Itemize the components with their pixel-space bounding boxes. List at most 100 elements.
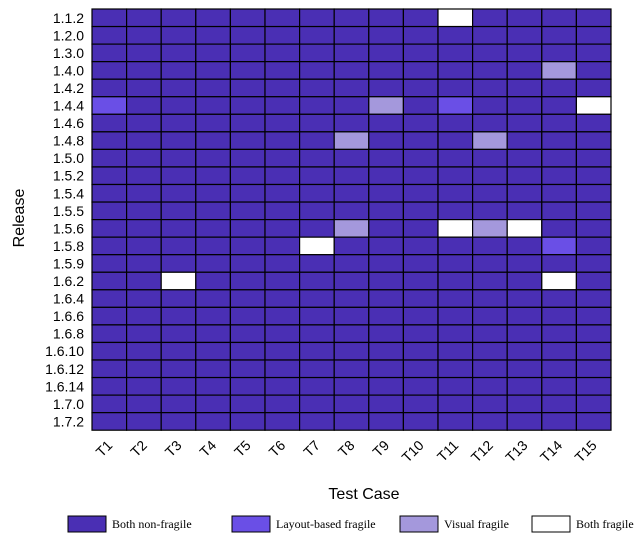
heatmap-cell-1.5.8-T10: [402, 236, 439, 256]
heatmap-cell-1.6.12-T10: [402, 359, 439, 379]
heatmap-cell-1.7.2-T8: [333, 412, 370, 431]
heatmap-cell-1.6.4-T4: [195, 289, 232, 308]
y-tick-label: 1.4.4: [53, 98, 84, 114]
heatmap-cell-1.5.2-T13: [506, 166, 543, 186]
heatmap-cell-1.6.8-T15: [575, 324, 612, 344]
heatmap-cell-1.1.2-T13: [506, 8, 543, 28]
x-tick-labels: T1 T2 T3 T4 T5 T6 T7 T8 T9 T10 T11 T12 T13 T14 T15: [93, 437, 600, 466]
y-tick-label: 1.3.0: [53, 45, 84, 61]
heatmap-cell-1.5.6-T1: [91, 219, 128, 238]
heatmap-cell-1.4.8-T5: [229, 131, 266, 151]
heatmap-cell-1.7.0-T9: [368, 394, 404, 414]
heatmap-cell-1.1.2-T14: [541, 8, 577, 28]
heatmap-cell-1.4.2-T2: [125, 78, 162, 98]
heatmap-cell-1.3.0-T12: [472, 43, 508, 63]
heatmap-cell-1.7.2-T7: [299, 412, 335, 431]
heatmap-cell-1.4.0-T5: [229, 61, 266, 80]
heatmap-cell-1.4.6-T1: [91, 113, 128, 133]
y-tick-label: 1.1.2: [53, 10, 84, 26]
heatmap-cell-1.1.2-T2: [125, 8, 162, 28]
heatmap-cell-1.1.2-T5: [229, 8, 266, 28]
x-tick-label: T12: [468, 437, 497, 466]
heatmap-cell-1.4.4-T10: [402, 96, 439, 115]
heatmap-cell-1.6.8-T11: [437, 324, 474, 344]
heatmap-cell-1.7.0-T11: [437, 394, 474, 414]
heatmap-cells: [91, 8, 612, 431]
x-tick-label: T2: [127, 437, 150, 460]
x-tick-label: T8: [335, 437, 358, 460]
heatmap-cell-1.5.2-T8: [333, 166, 370, 186]
heatmap-cell-1.5.0-T13: [506, 148, 543, 168]
heatmap-cell-1.5.9-T14: [541, 254, 577, 273]
heatmap-cell-1.4.0-T14: [541, 61, 577, 80]
y-tick-label: 1.6.8: [53, 326, 84, 342]
heatmap-cell-1.5.9-T2: [125, 254, 162, 273]
heatmap-cell-1.4.6-T14: [541, 113, 577, 133]
heatmap-cell-1.4.4-T7: [299, 96, 335, 115]
heatmap-cell-1.5.8-T7: [299, 236, 335, 256]
heatmap-cell-1.6.10-T3: [160, 341, 197, 361]
heatmap-cell-1.5.5-T11: [437, 201, 474, 221]
heatmap-cell-1.4.0-T1: [91, 61, 128, 80]
heatmap-cell-1.4.0-T6: [264, 61, 301, 80]
heatmap-cell-1.6.10-T7: [299, 341, 335, 361]
heatmap-cell-1.6.12-T4: [195, 359, 232, 379]
heatmap-cell-1.4.2-T12: [472, 78, 508, 98]
heatmap-cell-1.6.6-T9: [368, 306, 404, 326]
heatmap-cell-1.7.2-T11: [437, 412, 474, 431]
heatmap-cell-1.7.2-T14: [541, 412, 577, 431]
heatmap-cell-1.6.10-T5: [229, 341, 266, 361]
heatmap-cell-1.4.6-T4: [195, 113, 232, 133]
heatmap-cell-1.5.4-T9: [368, 183, 404, 203]
heatmap-cell-1.5.6-T8: [333, 219, 370, 238]
heatmap-cell-1.6.14-T11: [437, 376, 474, 396]
y-tick-label: 1.6.10: [45, 343, 84, 359]
heatmap-cell-1.5.2-T12: [472, 166, 508, 186]
x-tick-label: T5: [231, 437, 254, 460]
heatmap-cell-1.5.6-T13: [506, 219, 543, 238]
heatmap-cell-1.4.2-T6: [264, 78, 301, 98]
heatmap-cell-1.5.0-T2: [125, 148, 162, 168]
y-tick-label: 1.6.2: [53, 273, 84, 289]
heatmap-cell-1.6.2-T3: [160, 271, 197, 291]
heatmap-cell-1.5.8-T5: [229, 236, 266, 256]
heatmap-cell-1.6.14-T5: [229, 376, 266, 396]
heatmap-cell-1.5.5-T9: [368, 201, 404, 221]
legend-label: Visual fragile: [444, 517, 509, 531]
heatmap-cell-1.3.0-T5: [229, 43, 266, 63]
y-tick-label: 1.5.5: [53, 203, 84, 219]
heatmap-cell-1.6.2-T11: [437, 271, 474, 291]
heatmap-cell-1.6.4-T1: [91, 289, 128, 308]
y-tick-label: 1.5.2: [53, 168, 84, 184]
heatmap-cell-1.5.2-T11: [437, 166, 474, 186]
heatmap-cell-1.4.6-T3: [160, 113, 197, 133]
heatmap-cell-1.3.0-T6: [264, 43, 301, 63]
heatmap-cell-1.4.6-T6: [264, 113, 301, 133]
heatmap-cell-1.6.8-T5: [229, 324, 266, 344]
heatmap-cell-1.2.0-T14: [541, 25, 577, 45]
heatmap-cell-1.5.2-T7: [299, 166, 335, 186]
heatmap-cell-1.4.8-T3: [160, 131, 197, 151]
heatmap-cell-1.4.8-T10: [402, 131, 439, 151]
heatmap-cell-1.4.0-T9: [368, 61, 404, 80]
heatmap-cell-1.5.4-T4: [195, 183, 232, 203]
y-tick-label: 1.4.0: [53, 62, 84, 78]
heatmap-cell-1.6.10-T12: [472, 341, 508, 361]
heatmap-cell-1.7.0-T15: [575, 394, 612, 414]
heatmap-cell-1.4.0-T15: [575, 61, 612, 80]
heatmap-cell-1.3.0-T2: [125, 43, 162, 63]
heatmap-cell-1.6.8-T14: [541, 324, 577, 344]
heatmap-cell-1.7.2-T4: [195, 412, 232, 431]
heatmap-cell-1.5.9-T3: [160, 254, 197, 273]
heatmap-cell-1.3.0-T11: [437, 43, 474, 63]
heatmap-cell-1.6.6-T5: [229, 306, 266, 326]
heatmap-cell-1.6.8-T6: [264, 324, 301, 344]
heatmap-cell-1.2.0-T3: [160, 25, 197, 45]
heatmap-cell-1.6.14-T3: [160, 376, 197, 396]
heatmap-cell-1.7.2-T6: [264, 412, 301, 431]
heatmap-cell-1.4.2-T3: [160, 78, 197, 98]
heatmap-cell-1.7.2-T2: [125, 412, 162, 431]
heatmap-cell-1.3.0-T13: [506, 43, 543, 63]
heatmap-cell-1.5.9-T8: [333, 254, 370, 273]
heatmap-cell-1.5.2-T3: [160, 166, 197, 186]
